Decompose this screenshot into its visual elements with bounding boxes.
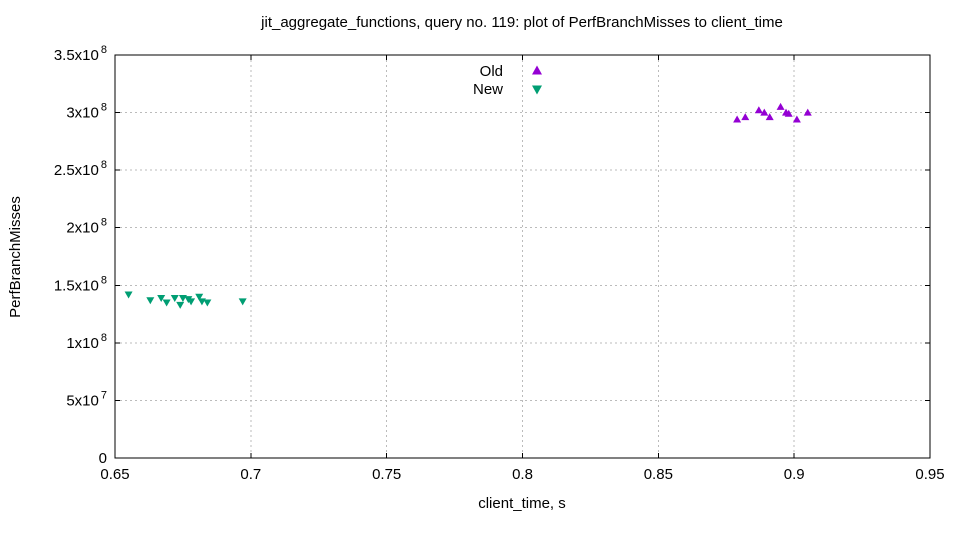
- legend: Old New: [473, 63, 542, 98]
- y-tick-label: 2x10 8: [66, 217, 107, 237]
- x-tick-label: 0.7: [240, 466, 261, 483]
- y-tick-labels: 0 5x10 7 1x10 8 1.5x10 8 2x10 8 2.5x10 8 3x10 8 3.5x1…: [54, 44, 107, 467]
- data-point-new: [203, 299, 212, 307]
- y-tick-label: 5x10 7: [66, 389, 107, 409]
- data-point-new: [238, 298, 247, 306]
- x-tick-labels: 0.65 0.7 0.75 0.8 0.85 0.9 0.95: [100, 466, 944, 483]
- data-point-old: [733, 115, 742, 123]
- y-tick-label: 1.5x10 8: [54, 274, 107, 294]
- data-point-old: [803, 108, 812, 116]
- data-point-new: [162, 299, 171, 307]
- x-tick-label: 0.85: [644, 466, 673, 483]
- data-point-new: [146, 297, 155, 305]
- x-tick-label: 0.8: [512, 466, 533, 483]
- data-point-old: [741, 113, 750, 121]
- data-points: [124, 102, 812, 309]
- x-tick-label: 0.9: [784, 466, 805, 483]
- data-point-new: [176, 301, 185, 309]
- legend-marker-old-triangle-up-icon: [532, 65, 542, 75]
- x-tick-label: 0.75: [372, 466, 401, 483]
- chart-title: jit_aggregate_functions, query no. 119: …: [260, 14, 783, 31]
- y-tick-label: 2.5x10 8: [54, 159, 107, 179]
- data-point-new: [170, 294, 179, 302]
- y-tick-label: 3.5x10 8: [54, 44, 107, 64]
- data-point-old: [776, 102, 785, 110]
- x-tick-label: 0.95: [915, 466, 944, 483]
- legend-label-new: New: [473, 81, 503, 98]
- y-tick-label: 1x10 8: [66, 332, 107, 352]
- x-axis-label: client_time, s: [478, 495, 566, 512]
- y-tick-label: 3x10 8: [66, 102, 107, 122]
- data-point-old: [760, 108, 769, 116]
- data-point-new: [157, 294, 166, 302]
- grid-lines: [115, 55, 930, 458]
- legend-label-old: Old: [480, 63, 503, 80]
- x-tick-label: 0.65: [100, 466, 129, 483]
- legend-marker-new-triangle-down-icon: [532, 85, 542, 95]
- y-axis-label: PerfBranchMisses: [7, 196, 24, 318]
- data-point-new: [195, 293, 204, 301]
- data-point-old: [792, 115, 801, 123]
- data-point-old: [754, 106, 763, 114]
- data-point-new: [187, 298, 196, 306]
- axis-ticks: [114, 54, 931, 459]
- y-tick-label: 0: [99, 450, 107, 467]
- data-point-old: [765, 113, 774, 121]
- data-point-old: [784, 109, 793, 117]
- data-point-new: [124, 291, 133, 299]
